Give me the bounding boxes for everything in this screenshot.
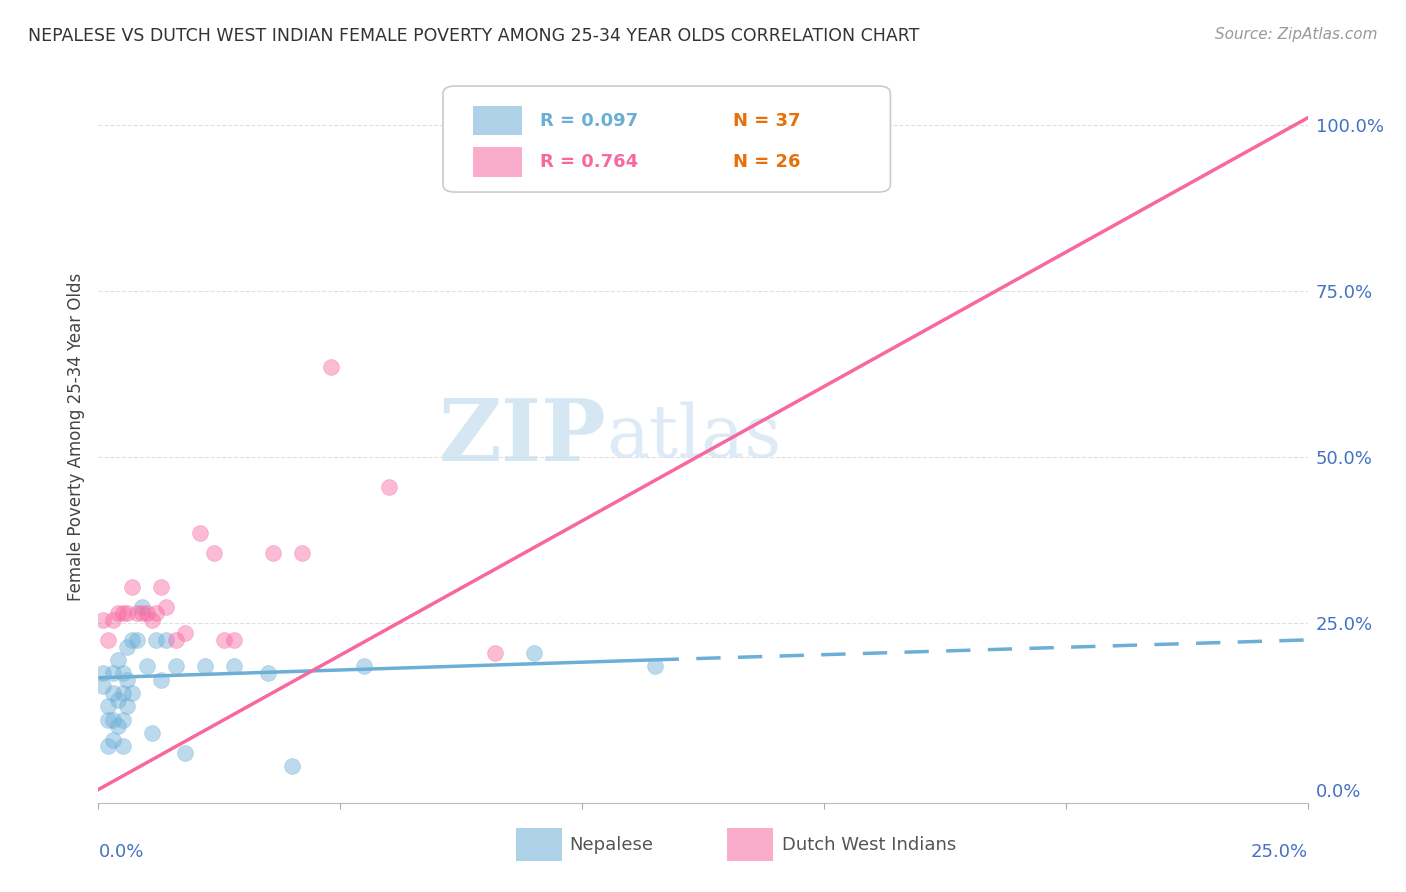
Point xyxy=(97,632,120,647)
Point xyxy=(111,713,134,727)
Text: Nepalese: Nepalese xyxy=(569,836,652,855)
Point xyxy=(188,526,211,541)
Point xyxy=(117,673,139,687)
Text: NEPALESE VS DUTCH WEST INDIAN FEMALE POVERTY AMONG 25-34 YEAR OLDS CORRELATION C: NEPALESE VS DUTCH WEST INDIAN FEMALE POV… xyxy=(28,27,920,45)
Point xyxy=(165,632,187,647)
Point xyxy=(91,680,114,694)
Point xyxy=(121,686,143,700)
Point xyxy=(111,739,134,754)
Point xyxy=(150,580,173,594)
Point xyxy=(145,632,167,647)
Point xyxy=(204,546,226,560)
Point xyxy=(353,659,375,673)
Y-axis label: Female Poverty Among 25-34 Year Olds: Female Poverty Among 25-34 Year Olds xyxy=(66,273,84,601)
Point xyxy=(91,613,114,627)
Point xyxy=(145,607,167,621)
Point xyxy=(155,632,177,647)
Text: 25.0%: 25.0% xyxy=(1250,843,1308,861)
Point xyxy=(131,599,153,614)
Point xyxy=(135,607,157,621)
Point xyxy=(523,646,546,660)
Point xyxy=(107,653,129,667)
Point xyxy=(262,546,284,560)
Point xyxy=(127,607,149,621)
Point xyxy=(131,607,153,621)
Point xyxy=(111,666,134,681)
Point xyxy=(141,726,163,740)
Text: N = 26: N = 26 xyxy=(734,153,801,171)
Point xyxy=(141,613,163,627)
Bar xyxy=(474,147,522,177)
Text: Source: ZipAtlas.com: Source: ZipAtlas.com xyxy=(1215,27,1378,42)
Point xyxy=(101,666,124,681)
Point xyxy=(97,699,120,714)
Point xyxy=(101,713,124,727)
Point xyxy=(174,746,197,760)
Point xyxy=(107,607,129,621)
Point xyxy=(101,613,124,627)
Point xyxy=(107,719,129,733)
Point xyxy=(212,632,235,647)
Text: R = 0.097: R = 0.097 xyxy=(540,112,638,129)
Point xyxy=(101,686,124,700)
Point xyxy=(121,632,143,647)
Point xyxy=(484,646,506,660)
Point xyxy=(101,732,124,747)
Point xyxy=(117,607,139,621)
Point xyxy=(377,480,399,494)
Bar xyxy=(727,829,773,862)
Point xyxy=(150,673,173,687)
Text: 0.0%: 0.0% xyxy=(98,843,143,861)
Point xyxy=(256,666,278,681)
Text: R = 0.764: R = 0.764 xyxy=(540,153,638,171)
Bar xyxy=(474,106,522,136)
Point xyxy=(111,686,134,700)
Point xyxy=(222,632,245,647)
Point xyxy=(155,599,177,614)
Point xyxy=(135,659,157,673)
Point xyxy=(97,739,120,754)
Point xyxy=(222,659,245,673)
Point xyxy=(127,632,149,647)
FancyBboxPatch shape xyxy=(443,86,890,192)
Point xyxy=(290,546,312,560)
Point xyxy=(107,692,129,706)
Point xyxy=(823,128,845,142)
Point xyxy=(165,659,187,673)
Point xyxy=(91,666,114,681)
Point xyxy=(281,759,304,773)
Text: Dutch West Indians: Dutch West Indians xyxy=(782,836,956,855)
Point xyxy=(117,640,139,654)
Point xyxy=(111,607,134,621)
Bar xyxy=(516,829,561,862)
Point xyxy=(644,659,666,673)
Text: atlas: atlas xyxy=(606,401,782,473)
Point xyxy=(97,713,120,727)
Point xyxy=(174,626,197,640)
Point xyxy=(117,699,139,714)
Text: N = 37: N = 37 xyxy=(734,112,801,129)
Point xyxy=(194,659,217,673)
Text: ZIP: ZIP xyxy=(439,395,606,479)
Point xyxy=(319,360,342,375)
Point xyxy=(121,580,143,594)
